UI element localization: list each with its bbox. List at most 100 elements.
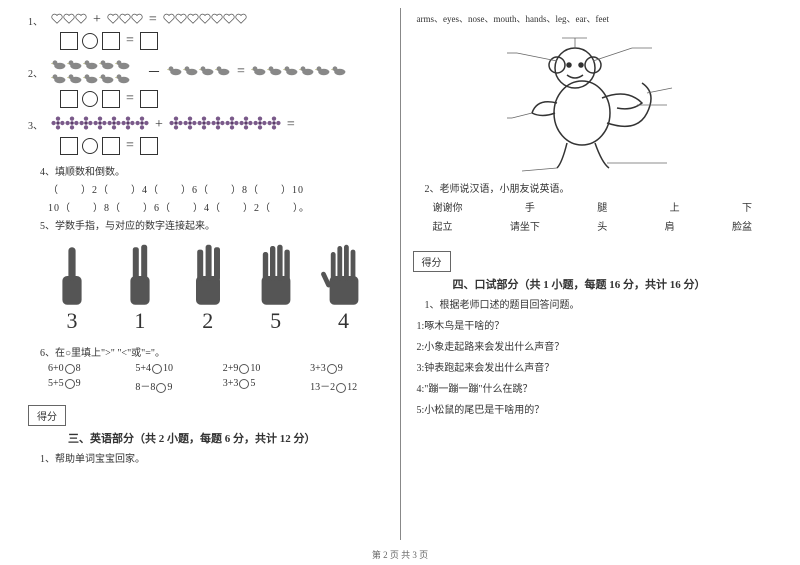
heart-icon: [163, 13, 175, 24]
section4-title: 四、口试部分（共 1 小题，每题 16 分，共计 16 分）: [453, 276, 773, 292]
duck-icon: [115, 58, 131, 72]
eq-sign: =: [149, 12, 157, 28]
op-circle[interactable]: [82, 91, 98, 107]
flower-icon: [225, 116, 239, 129]
flower-icon: [135, 116, 149, 129]
answer-box[interactable]: [140, 137, 158, 155]
oral-question: 5:小松鼠的尾巴是干啥用的？: [417, 401, 773, 416]
answer-box[interactable]: [60, 32, 78, 50]
flower-icon: [211, 116, 225, 129]
q3-num: 3、: [28, 117, 43, 132]
duck-icon: [83, 58, 99, 72]
page-footer: 第 2 页 共 3 页: [0, 548, 800, 561]
flower-icon: [239, 116, 253, 129]
heart-icon: [131, 13, 143, 24]
flower-icon: [267, 116, 281, 129]
q6-title: 6、在○里填上">" "<"或"="。: [40, 344, 388, 359]
duck-icon: [251, 64, 267, 78]
duck-icon: [99, 58, 115, 72]
duck-icon: [51, 58, 67, 72]
duck-icon: [299, 64, 315, 78]
q4-line2[interactable]: 10（ ）8（ ）6（ ）4（ ）2（ ）。: [48, 199, 388, 214]
q5-title: 5、学数手指，与对应的数字连接起来。: [40, 217, 388, 232]
answer-box[interactable]: [102, 90, 120, 108]
score-box[interactable]: 得分: [413, 251, 451, 272]
compare-item[interactable]: 3+39: [310, 363, 387, 374]
vocab-word: 腿: [597, 199, 607, 214]
q4-title: 4、填顺数和倒数。: [40, 163, 388, 178]
compare-item[interactable]: 6+08: [48, 363, 125, 374]
vocab-word: 起立: [433, 218, 453, 233]
vocab-word: 上: [670, 199, 680, 214]
oral-question: 3:钟表跑起来会发出什么声音？: [417, 359, 773, 374]
duck-icon: [83, 72, 99, 86]
flower-icon: [79, 116, 93, 129]
compare-item[interactable]: 2+910: [223, 363, 300, 374]
answer-box[interactable]: [60, 90, 78, 108]
q4-line1[interactable]: （ ）2（ ）4（ ）6（ ）8（ ）10: [48, 181, 388, 196]
duck-icon: [67, 58, 83, 72]
hand-icon[interactable]: [320, 240, 368, 300]
score-box[interactable]: 得分: [28, 405, 66, 426]
duck-icon: [67, 72, 83, 86]
vocab-word: 请坐下: [510, 218, 540, 233]
plus-sign: +: [93, 12, 101, 28]
flower-icon: [65, 116, 79, 129]
op-circle[interactable]: [82, 33, 98, 49]
heart-icon: [107, 13, 119, 24]
flower-icon: [51, 116, 65, 129]
compare-item[interactable]: 5+410: [135, 363, 212, 374]
heart-icon: [187, 13, 199, 24]
number-label[interactable]: 3: [66, 308, 77, 334]
vocab-word: 下: [742, 199, 752, 214]
vocab-word: 脸盆: [732, 218, 752, 233]
answer-box[interactable]: [102, 137, 120, 155]
eq-sign: =: [287, 117, 295, 133]
duck-icon: [51, 72, 67, 86]
eq-sign: =: [126, 91, 134, 107]
heart-icon: [51, 13, 63, 24]
compare-item[interactable]: 3+35: [223, 378, 300, 393]
number-label[interactable]: 5: [270, 308, 281, 334]
vocab-word: 谢谢你: [433, 199, 463, 214]
duck-icon: [115, 72, 131, 86]
flower-icon: [253, 116, 267, 129]
flower-icon: [93, 116, 107, 129]
number-label[interactable]: 1: [134, 308, 145, 334]
monkey-illustration: [507, 33, 677, 173]
word-list: arms、eyes、nose、mouth、hands、leg、ear、feet: [417, 12, 773, 25]
compare-item[interactable]: 8－89: [135, 378, 212, 393]
heart-icon: [63, 13, 75, 24]
vocab-word: 头: [597, 218, 607, 233]
duck-icon: [199, 64, 215, 78]
s2-title: 2、老师说汉语，小朋友说英语。: [425, 180, 773, 195]
hand-icon[interactable]: [252, 240, 300, 300]
minus-sign: －: [147, 62, 161, 82]
hand-icon[interactable]: [116, 240, 164, 300]
q2-num: 2、: [28, 65, 43, 80]
column-divider: [400, 8, 401, 540]
duck-icon: [99, 72, 115, 86]
answer-box[interactable]: [140, 32, 158, 50]
number-label[interactable]: 4: [338, 308, 349, 334]
heart-icon: [199, 13, 211, 24]
compare-item[interactable]: 13－212: [310, 378, 387, 393]
heart-icon: [175, 13, 187, 24]
flower-icon: [197, 116, 211, 129]
duck-icon: [267, 64, 283, 78]
number-label[interactable]: 2: [202, 308, 213, 334]
duck-icon: [215, 64, 231, 78]
compare-item[interactable]: 5+59: [48, 378, 125, 393]
answer-box[interactable]: [102, 32, 120, 50]
flower-icon: [169, 116, 183, 129]
eq-sign: =: [237, 64, 245, 80]
oral-question: 2:小象走起路来会发出什么声音？: [417, 338, 773, 353]
op-circle[interactable]: [82, 138, 98, 154]
answer-box[interactable]: [60, 137, 78, 155]
duck-icon: [183, 64, 199, 78]
sec3-s1: 1、帮助单词宝宝回家。: [40, 450, 388, 465]
hand-icon[interactable]: [48, 240, 96, 300]
oral-question: 1:啄木鸟是干啥的？: [417, 317, 773, 332]
answer-box[interactable]: [140, 90, 158, 108]
hand-icon[interactable]: [184, 240, 232, 300]
